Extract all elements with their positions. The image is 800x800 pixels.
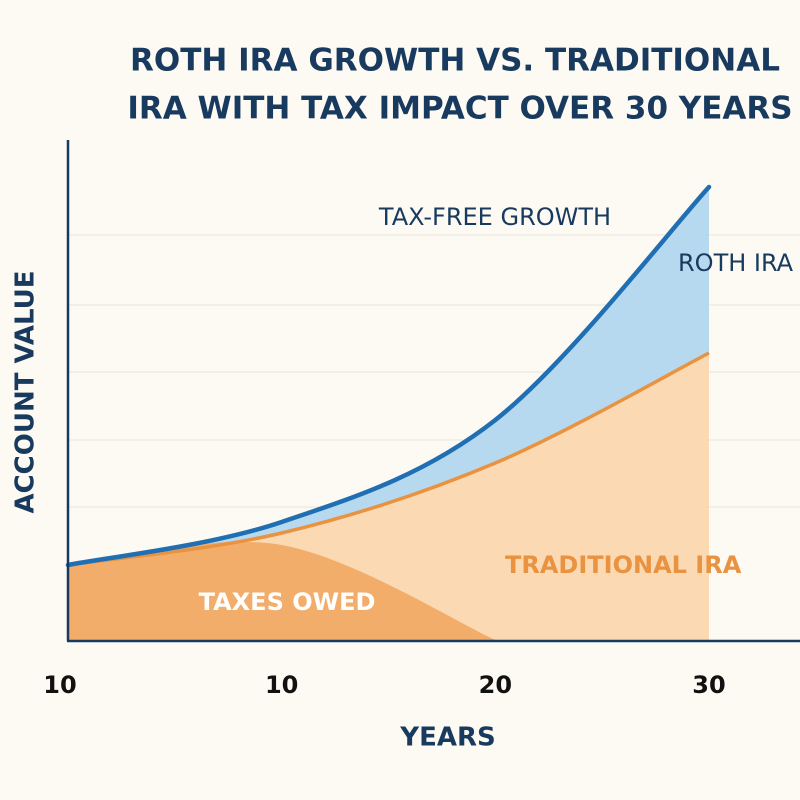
annotation: TAX-FREE GROWTH xyxy=(378,203,611,231)
line xyxy=(67,351,710,567)
x-tick-label: 10 xyxy=(265,671,298,699)
series-label: TRADITIONAL IRA xyxy=(505,551,742,579)
series-label: TAXES OWED xyxy=(199,588,376,616)
line xyxy=(65,184,712,568)
x-axis-label: YEARS xyxy=(399,723,495,753)
chart-title: IRA WITH TAX IMPACT OVER 30 YEARS xyxy=(127,91,792,127)
x-tick-label: 10 xyxy=(43,671,76,699)
y-axis-label: ACCOUNT VALUE xyxy=(11,270,41,513)
area xyxy=(68,541,496,640)
x-tick-label: 30 xyxy=(692,671,725,699)
x-ticks: 10 10 20 30 xyxy=(43,671,725,699)
chart-title: ROTH IRA GROWTH VS. TRADITIONAL xyxy=(130,43,780,79)
plot xyxy=(65,184,712,640)
area xyxy=(68,187,709,565)
x-tick-label: 20 xyxy=(479,671,512,699)
series-label: ROTH IRA xyxy=(678,249,794,277)
